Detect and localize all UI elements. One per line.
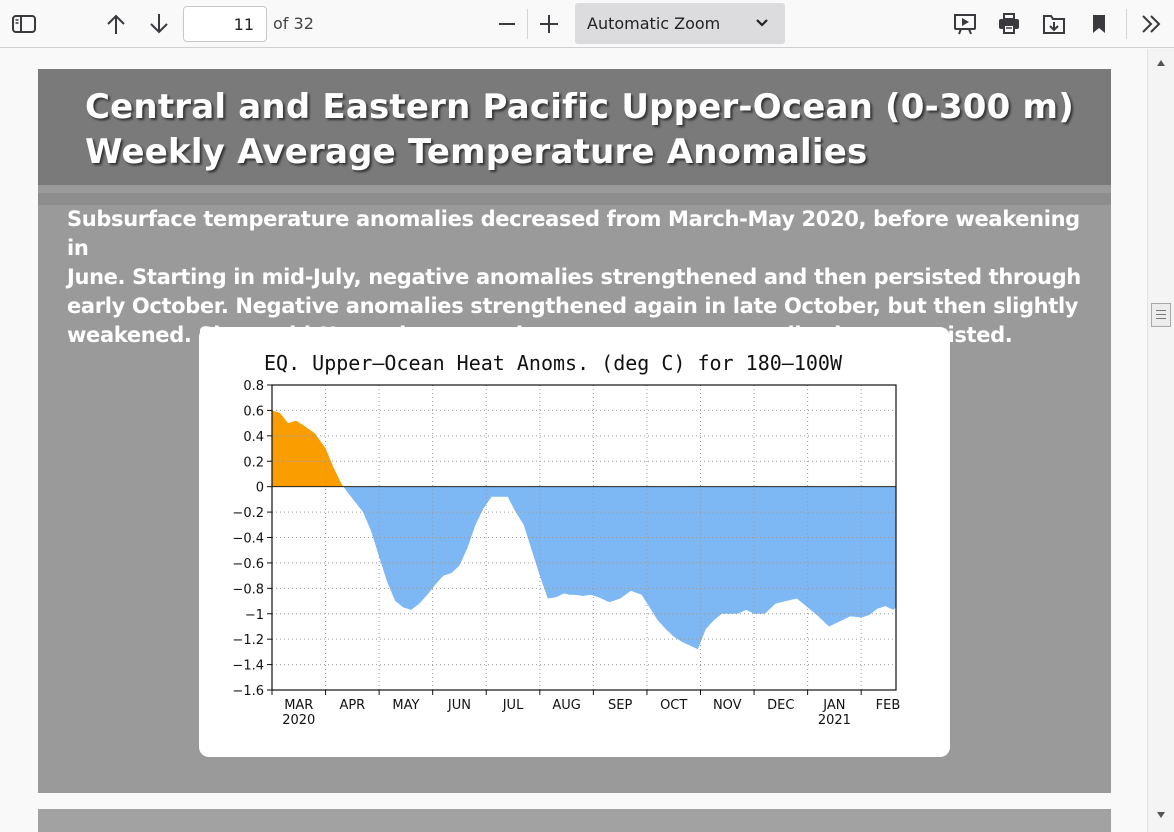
presentation-mode-button[interactable] <box>950 6 980 42</box>
sidebar-toggle-icon <box>12 15 36 33</box>
scroll-down-icon[interactable] <box>1156 811 1166 819</box>
x-tick-year-label: 2021 <box>818 713 851 728</box>
y-tick-label: −0.8 <box>232 582 264 597</box>
chart-title: EQ. Upper–Ocean Heat Anoms. (deg C) for … <box>264 351 843 375</box>
presentation-icon <box>954 14 976 35</box>
x-tick-label: AUG <box>552 698 580 713</box>
chevron-down-icon <box>756 19 768 27</box>
tools-menu-button[interactable] <box>1136 6 1166 42</box>
slide-title-line: Weekly Average Temperature Anomalies <box>85 132 868 172</box>
y-tick-label: −1 <box>245 608 264 623</box>
sidebar-toggle-button[interactable] <box>6 6 42 42</box>
zoom-select[interactable]: Automatic Zoom <box>575 3 785 44</box>
x-tick-label: JUN <box>447 698 471 713</box>
y-tick-label: −1.4 <box>232 659 264 674</box>
save-button[interactable] <box>1039 6 1069 42</box>
zoom-out-icon <box>499 23 515 25</box>
x-tick-label: MAY <box>392 698 419 713</box>
x-tick-label: DEC <box>767 698 794 713</box>
double-chevron-right-icon <box>1142 15 1161 33</box>
previous-page-button[interactable] <box>101 6 131 42</box>
x-tick-year-label: 2020 <box>282 713 315 728</box>
positive-anomaly-area <box>272 410 896 487</box>
title-band-stripe <box>38 193 1111 205</box>
toolbar-separator <box>1126 9 1127 39</box>
scroll-up-icon[interactable] <box>1156 59 1166 67</box>
y-tick-label: 0.8 <box>243 379 264 394</box>
zoom-in-button[interactable] <box>534 6 564 42</box>
y-tick-label: 0.4 <box>243 430 264 445</box>
arrow-up-icon <box>107 14 125 34</box>
slide-body-line: June. Starting in mid-July, negative ano… <box>67 265 1081 289</box>
y-tick-label: −1.2 <box>232 633 264 648</box>
scrollbar-thumb[interactable] <box>1151 303 1171 327</box>
y-tick-label: −0.2 <box>232 506 264 521</box>
y-tick-label: −0.6 <box>232 557 264 572</box>
next-page-button[interactable] <box>144 6 174 42</box>
zoom-in-icon <box>540 15 558 33</box>
zoom-out-button[interactable] <box>492 6 522 42</box>
slide-title-line: Central and Eastern Pacific Upper-Ocean … <box>85 87 1074 127</box>
title-band <box>38 69 1111 185</box>
bookmark-icon <box>1093 15 1105 33</box>
print-button[interactable] <box>994 6 1024 42</box>
heat-anomaly-chart: EQ. Upper–Ocean Heat Anoms. (deg C) for … <box>232 351 901 728</box>
chart-card: EQ. Upper–Ocean Heat Anoms. (deg C) for … <box>199 327 950 757</box>
negative-anomaly-area <box>272 486 896 650</box>
x-tick-label: JAN <box>822 698 845 713</box>
page-count-label: of 32 <box>273 14 314 33</box>
slide-body-line: early October. Negative anomalies streng… <box>67 294 1079 318</box>
x-tick-label: FEB <box>876 698 901 713</box>
next-pdf-page <box>38 809 1111 832</box>
x-tick-label: JUL <box>502 698 524 713</box>
y-tick-label: −1.6 <box>232 684 264 699</box>
download-icon <box>1043 15 1065 34</box>
document-viewer[interactable]: Central and Eastern Pacific Upper-Ocean … <box>0 49 1147 832</box>
y-tick-label: 0.2 <box>243 455 264 470</box>
x-tick-label: OCT <box>660 698 687 713</box>
toolbar-separator <box>527 9 528 39</box>
x-tick-label: SEP <box>608 698 632 713</box>
y-tick-label: 0 <box>256 481 264 496</box>
zoom-select-label: Automatic Zoom <box>587 14 721 33</box>
y-tick-label: −0.4 <box>232 532 264 547</box>
slide-title: Central and Eastern Pacific Upper-Ocean … <box>85 85 1085 175</box>
page-number-input[interactable] <box>183 6 267 42</box>
pdf-page: Central and Eastern Pacific Upper-Ocean … <box>38 69 1111 793</box>
arrow-down-icon <box>150 14 168 34</box>
x-tick-label: NOV <box>713 698 742 713</box>
y-tick-label: 0.6 <box>243 404 264 419</box>
bookmark-button[interactable] <box>1084 6 1114 42</box>
x-tick-label: MAR <box>284 698 313 713</box>
x-tick-label: APR <box>339 698 365 713</box>
slide-body-line: Subsurface temperature anomalies decreas… <box>67 207 1080 260</box>
pdf-toolbar: of 32 Automatic Zoom <box>0 0 1174 48</box>
print-icon <box>999 13 1019 34</box>
vertical-scrollbar[interactable] <box>1147 49 1174 832</box>
